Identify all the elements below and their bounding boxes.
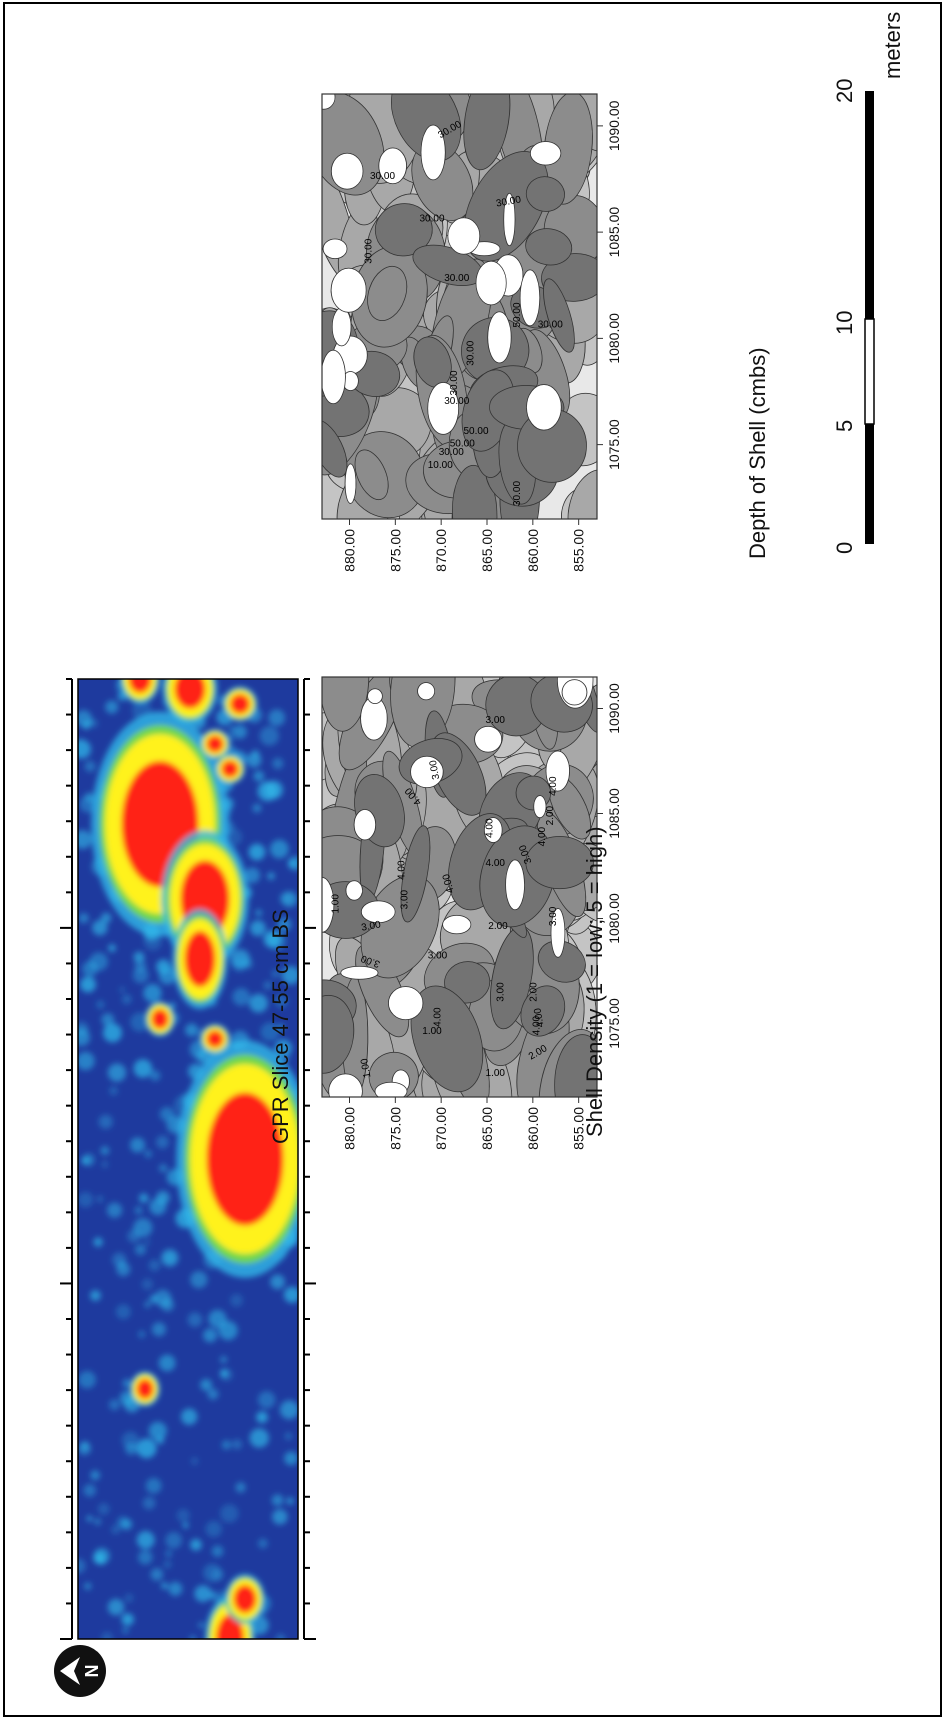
density-contour-label: 3.00 xyxy=(486,715,506,726)
density-y-ticks: 880.00 875.00 870.00 865.00 860.00 855.00 xyxy=(342,1097,587,1150)
depth-contour-label: 50.00 xyxy=(463,426,488,437)
north-label: N xyxy=(82,1665,102,1678)
depth-contour-label: 30.00 xyxy=(419,214,444,225)
depth-y-tick-label: 870.00 xyxy=(433,529,449,572)
density-contour-label: 3.00 xyxy=(428,950,448,961)
density-contour-label: 3.00 xyxy=(399,889,410,909)
depth-x-tick-label: 1085.00 xyxy=(606,207,622,258)
density-x-tick-label: 1090.00 xyxy=(606,683,622,734)
depth-y-tick-label: 865.00 xyxy=(479,529,495,572)
depth-x-tick-label: 1080.00 xyxy=(606,313,622,364)
gpr-heat-layer xyxy=(78,679,298,1639)
depth-contour-label: 30.00 xyxy=(465,340,476,365)
density-contour-label: 3.00 xyxy=(361,919,383,933)
density-y-tick-label: 870.00 xyxy=(433,1107,449,1150)
density-y-tick-label: 875.00 xyxy=(387,1107,403,1150)
density-contour-labels: 1.001.001.001.002.002.002.002.003.003.00… xyxy=(331,715,559,1079)
depth-x-tick-label: 1075.00 xyxy=(606,419,622,470)
depth-contour-label: 30.00 xyxy=(444,273,469,284)
depth-contour-label: 30.00 xyxy=(370,171,395,182)
depth-y-tick-label: 855.00 xyxy=(571,529,587,572)
density-y-tick-label: 860.00 xyxy=(525,1107,541,1150)
density-contours xyxy=(322,677,597,1097)
density-contour-label: 2.00 xyxy=(545,805,556,825)
density-contour-label: 3.00 xyxy=(548,906,559,926)
scale-tick-0: 0 xyxy=(832,541,857,554)
depth-contours xyxy=(322,94,597,519)
density-contour-label: 4.00 xyxy=(441,872,457,894)
density-contour-label: 1.00 xyxy=(359,1057,373,1079)
density-contour-label: 4.00 xyxy=(486,858,506,869)
depth-contour-label: 30.00 xyxy=(538,320,563,331)
gpr-frame xyxy=(77,678,299,1640)
depth-y-ticks: 880.00 875.00 870.00 865.00 860.00 855.00 xyxy=(342,519,587,572)
depth-contour-label: 30.00 xyxy=(495,194,522,209)
density-contour-label: 4.00 xyxy=(432,1007,443,1027)
depth-y-tick-label: 880.00 xyxy=(342,529,358,572)
density-contour-label: 1.00 xyxy=(422,1026,442,1037)
density-y-tick-label: 855.00 xyxy=(571,1107,587,1150)
density-y-tick-label: 865.00 xyxy=(479,1107,495,1150)
depth-contour-label: 30.00 xyxy=(364,238,375,263)
density-contour-label: 4.00 xyxy=(548,776,559,796)
density-contour-label: 3.00 xyxy=(496,982,507,1002)
depth-contour-label: 50.00 xyxy=(512,302,523,327)
density-contour-label: 1.00 xyxy=(331,894,342,914)
depth-contour-label: 50.00 xyxy=(450,439,475,450)
density-contour-label: 2.00 xyxy=(529,982,540,1002)
depth-contour-label: 30.00 xyxy=(449,370,460,395)
density-x-tick-label: 1080.00 xyxy=(606,893,622,944)
density-x-tick-label: 1075.00 xyxy=(606,998,622,1049)
density-contour-label: 3.00 xyxy=(428,759,442,781)
depth-contour-label: 30.00 xyxy=(512,481,523,506)
depth-x-tick-label: 1090.00 xyxy=(606,100,622,151)
density-contour-label: 4.00 xyxy=(532,1007,546,1029)
density-x-ticks: 1075.00 1080.00 1085.00 1090.00 xyxy=(597,683,622,1049)
density-contour-label: 4.00 xyxy=(531,1015,542,1035)
depth-contour-label: 30.00 xyxy=(439,447,464,458)
depth-contour-label: 30.00 xyxy=(444,396,469,407)
depth-frame xyxy=(321,93,598,520)
density-contour-label: 4.00 xyxy=(397,860,408,880)
density-contour-label: 1.00 xyxy=(486,1068,506,1079)
density-contour-label: 4.00 xyxy=(537,826,548,846)
gpr-ticks xyxy=(60,678,316,1640)
density-contour-label: 4.00 xyxy=(485,818,496,838)
depth-y-tick-label: 875.00 xyxy=(387,529,403,572)
scale-tick-5: 5 xyxy=(832,419,857,432)
north-arrow-icon: N xyxy=(54,1645,106,1697)
density-contour-label: 2.00 xyxy=(488,921,508,932)
scale-tick-20: 20 xyxy=(832,78,857,103)
scale-unit: meters xyxy=(880,11,905,79)
density-frame xyxy=(321,676,598,1098)
density-x-tick-label: 1085.00 xyxy=(606,788,622,839)
density-y-tick-label: 880.00 xyxy=(342,1107,358,1150)
depth-contour-label: 10.00 xyxy=(428,460,453,471)
depth-x-ticks: 1075.00 1080.00 1085.00 1090.00 xyxy=(597,100,622,470)
scale-tick-10: 10 xyxy=(832,310,857,335)
depth-y-tick-label: 860.00 xyxy=(525,529,541,572)
